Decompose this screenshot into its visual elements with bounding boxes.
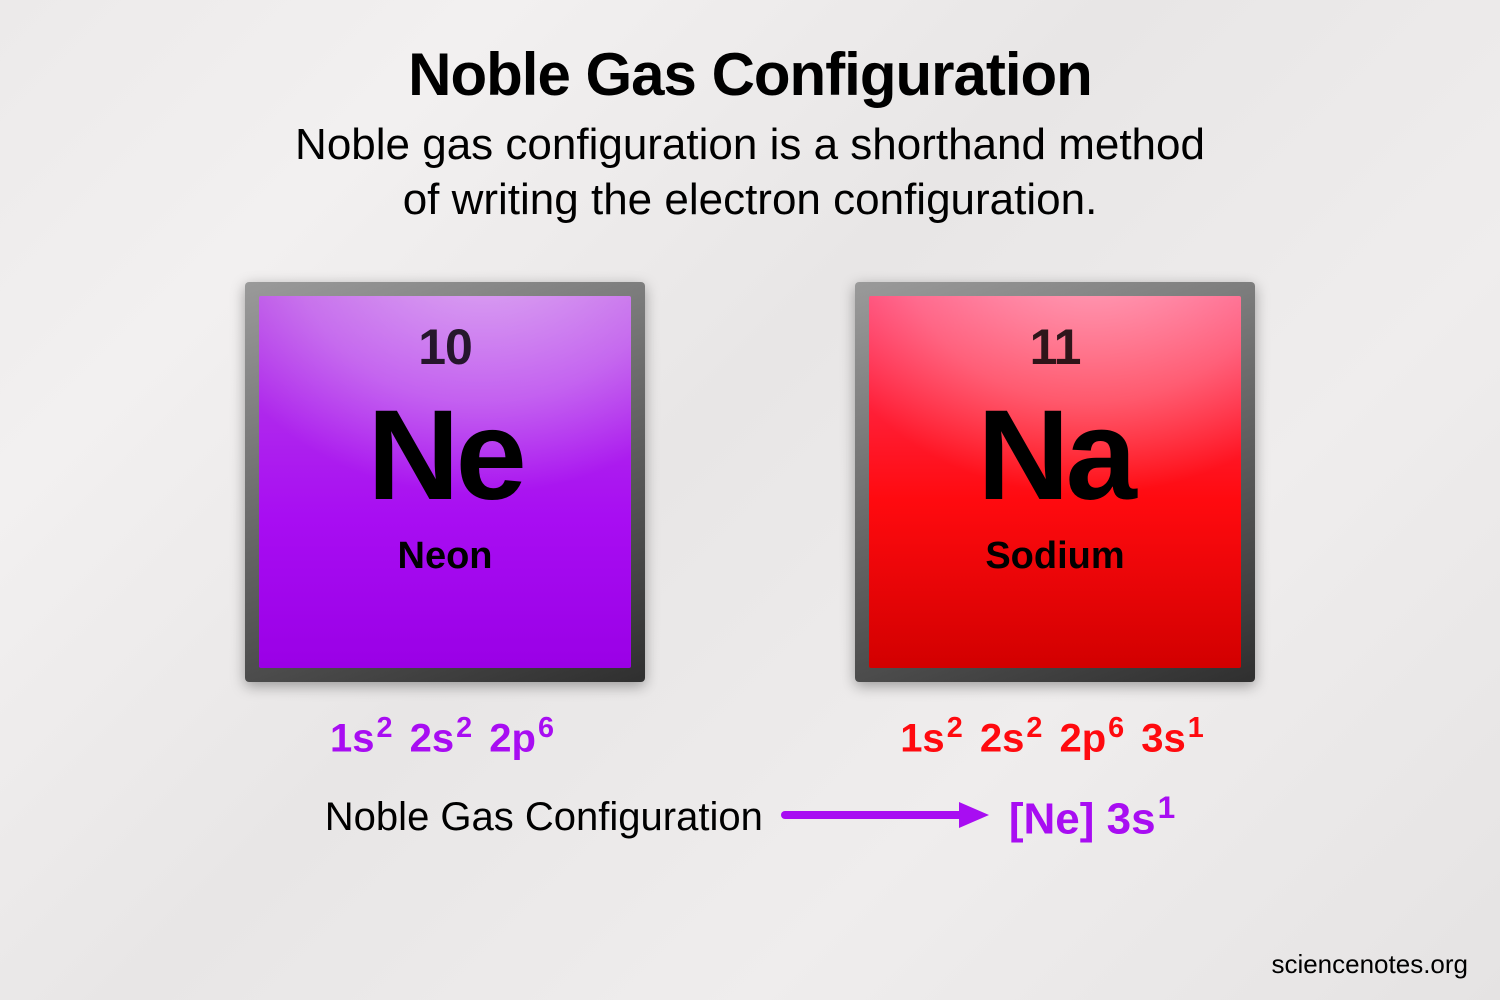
- element-name: Neon: [398, 535, 493, 578]
- element-name: Sodium: [985, 535, 1124, 578]
- element-tile-neon-wrap: 10 Ne Neon 1s2 2s2 2p6: [245, 282, 645, 761]
- noble-gas-row: Noble Gas Configuration [Ne] 3s1: [0, 789, 1500, 845]
- atomic-number: 11: [1030, 318, 1081, 376]
- element-symbol: Na: [977, 382, 1133, 529]
- arrow-icon: [781, 798, 991, 837]
- short-orbital: 3s: [1107, 795, 1156, 844]
- noble-gas-short-config: [Ne] 3s1: [1009, 789, 1175, 845]
- element-tiles-row: 10 Ne Neon 1s2 2s2 2p6 11 Na Sodium 1s2 …: [0, 282, 1500, 761]
- electron-config-sodium: 1s2 2s2 2p6 3s1: [900, 712, 1210, 761]
- credit-text: sciencenotes.org: [1271, 949, 1468, 980]
- short-exp: 1: [1158, 789, 1176, 825]
- page-title: Noble Gas Configuration: [0, 0, 1500, 109]
- element-tile-frame: 10 Ne Neon: [245, 282, 645, 682]
- element-symbol: Ne: [367, 382, 523, 529]
- subtitle-line-1: Noble gas configuration is a shorthand m…: [295, 120, 1205, 169]
- short-prefix: [Ne]: [1009, 795, 1107, 844]
- noble-gas-label: Noble Gas Configuration: [325, 795, 763, 840]
- subtitle-line-2: of writing the electron configuration.: [403, 175, 1098, 224]
- atomic-number: 10: [418, 318, 472, 376]
- element-tile-sodium: 11 Na Sodium: [869, 296, 1241, 668]
- page-subtitle: Noble gas configuration is a shorthand m…: [0, 117, 1500, 227]
- electron-config-neon: 1s2 2s2 2p6: [330, 712, 560, 761]
- element-tile-frame: 11 Na Sodium: [855, 282, 1255, 682]
- element-tile-neon: 10 Ne Neon: [259, 296, 631, 668]
- element-tile-sodium-wrap: 11 Na Sodium 1s2 2s2 2p6 3s1: [855, 282, 1255, 761]
